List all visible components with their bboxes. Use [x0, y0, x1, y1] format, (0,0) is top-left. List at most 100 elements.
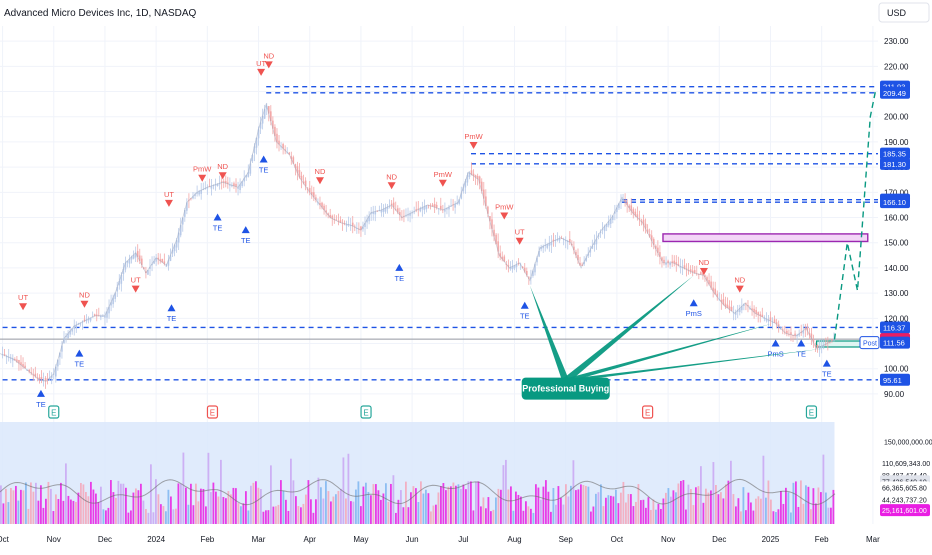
- volume-bar: [512, 510, 515, 524]
- candle-body: [773, 319, 776, 323]
- time-tick-label: Nov: [47, 535, 61, 544]
- candle-body: [249, 163, 252, 174]
- volume-bar: [410, 492, 412, 524]
- volume-bar: [220, 459, 222, 524]
- candle-body: [345, 224, 348, 226]
- candle-body: [665, 262, 667, 265]
- volume-bar: [545, 480, 547, 524]
- volume-bar: [425, 489, 427, 524]
- candle-body: [411, 212, 413, 214]
- candle-body: [767, 319, 770, 322]
- candle-body: [583, 261, 585, 265]
- volume-bar: [517, 494, 520, 524]
- candle-body: [702, 272, 704, 276]
- candle-body: [534, 264, 536, 273]
- volume-bar: [85, 491, 87, 524]
- buy-signal-marker: [797, 339, 806, 347]
- volume-bar: [665, 492, 667, 524]
- volume-bar: [335, 494, 337, 524]
- candle-body: [44, 378, 47, 382]
- candle-body: [603, 226, 606, 232]
- volume-bar: [705, 488, 707, 524]
- post-tag-frame: [859, 336, 880, 350]
- candle-body: [726, 304, 729, 308]
- volume-bar: [575, 490, 577, 524]
- candle-body: [329, 215, 332, 218]
- volume-bar: [735, 506, 737, 524]
- candle-body: [614, 211, 616, 214]
- volume-bar: [760, 498, 762, 524]
- candle-body: [5, 356, 8, 358]
- candle-body: [552, 239, 555, 242]
- volume-bar: [620, 492, 622, 524]
- candle-body: [777, 324, 780, 327]
- volume-bar: [250, 485, 252, 524]
- time-tick-label: Aug: [507, 535, 521, 544]
- volume-bar: [45, 498, 47, 524]
- candle-body: [480, 181, 483, 192]
- level-badge: 209.49: [883, 89, 906, 98]
- candle-body: [59, 352, 61, 358]
- candle-body: [308, 187, 311, 193]
- volume-bar: [482, 497, 485, 524]
- volume-bar: [750, 502, 752, 524]
- sell-signal-marker: [469, 141, 478, 149]
- candle-body: [235, 183, 237, 187]
- volume-bar: [832, 489, 835, 524]
- volume-bar: [217, 496, 220, 524]
- currency-button[interactable]: USD: [878, 2, 930, 23]
- signal-label: TE: [167, 314, 177, 323]
- price-series: [0, 91, 877, 389]
- sell-signal-marker: [164, 199, 173, 207]
- candle-body: [439, 205, 442, 210]
- candle-body: [165, 265, 168, 267]
- candle-body: [511, 266, 514, 270]
- candle-body: [179, 225, 182, 236]
- volume-bar: [755, 498, 757, 524]
- time-tick-label: Nov: [661, 535, 675, 544]
- volume-bar: [622, 481, 625, 524]
- volume-bar: [740, 511, 742, 524]
- candle-body: [536, 257, 538, 263]
- volume-bar: [420, 481, 422, 524]
- volume-bar: [582, 485, 585, 524]
- candle-body: [366, 219, 368, 223]
- volume-bar: [0, 485, 2, 524]
- candle-body: [810, 333, 813, 339]
- candle-body: [274, 126, 276, 137]
- volume-bar: [537, 487, 540, 524]
- candle-body: [128, 258, 131, 264]
- candle-body: [302, 181, 305, 184]
- volume-bar: [367, 491, 370, 524]
- volume-bar: [255, 481, 257, 524]
- volume-bar: [662, 498, 665, 524]
- volume-bar: [707, 492, 710, 524]
- volume-bar: [17, 500, 20, 524]
- candle-body: [409, 213, 411, 216]
- axes: 90.00100.00110.00120.00130.00140.00150.0…: [0, 26, 932, 544]
- volume-bar: [687, 484, 690, 524]
- candle-body: [425, 205, 428, 209]
- candle-body: [444, 208, 446, 212]
- candle-body: [16, 359, 18, 362]
- volume-bar: [592, 506, 595, 524]
- volume-bar: [767, 480, 770, 524]
- volume-bar: [485, 508, 487, 524]
- candle-body: [192, 196, 194, 199]
- volume-bar: [152, 512, 155, 524]
- volume-bar: [407, 507, 410, 524]
- time-tick-label: Feb: [815, 535, 829, 544]
- candle-body: [272, 120, 274, 129]
- volume-pane: [0, 422, 836, 524]
- candle-body: [245, 175, 248, 178]
- candle-body: [55, 366, 57, 377]
- buy-signal-marker: [241, 226, 250, 234]
- candle-body: [294, 164, 297, 169]
- volume-bar: [632, 506, 635, 524]
- candle-body: [743, 304, 745, 306]
- candle-body: [724, 303, 727, 307]
- candle-body: [470, 170, 473, 175]
- candle-body: [28, 369, 30, 372]
